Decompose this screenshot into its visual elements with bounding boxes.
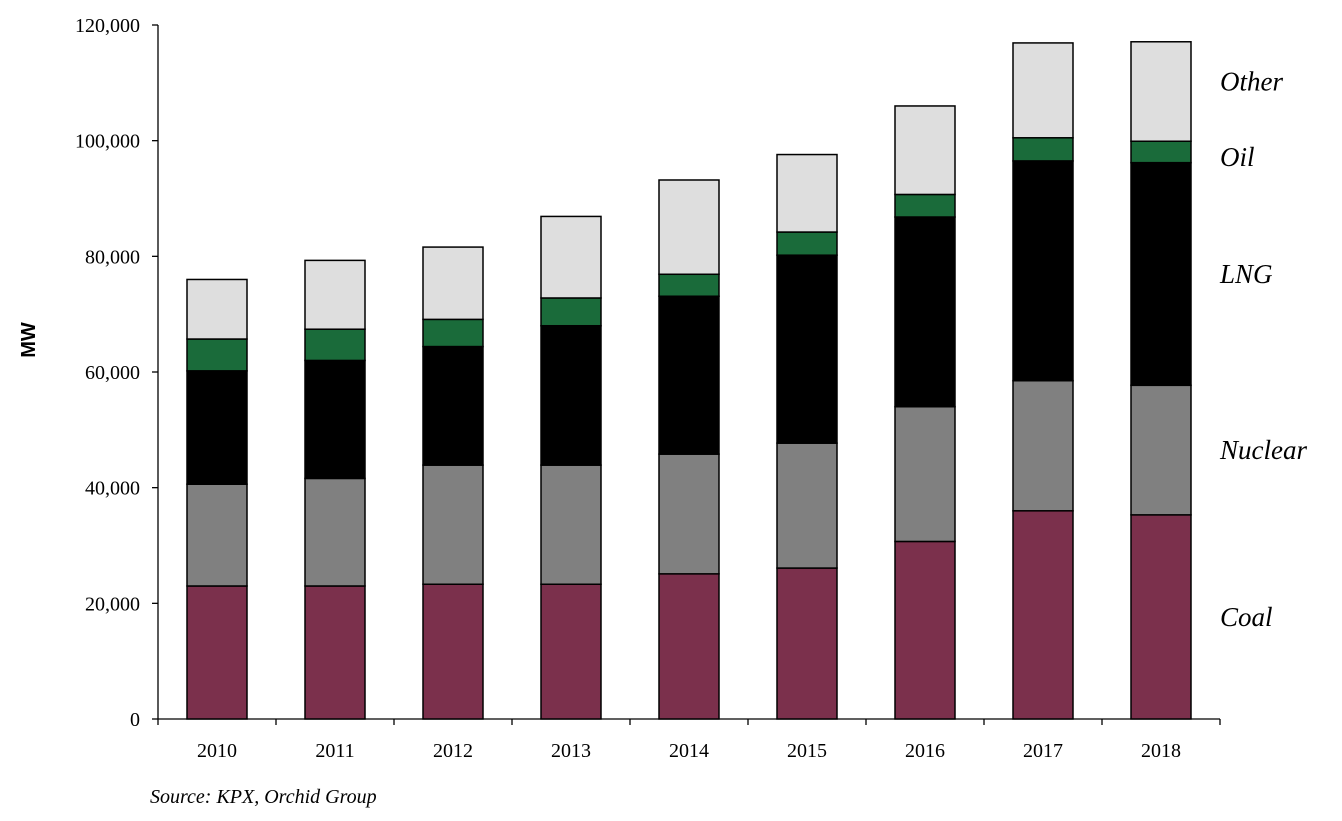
- bar-segment-other: [1130, 41, 1192, 142]
- bar-segment-coal: [304, 585, 366, 720]
- bar-segment-oil: [540, 297, 602, 327]
- bar-segment-nuclear: [186, 483, 248, 587]
- bar-segment-coal: [776, 567, 838, 720]
- bar-segment-other: [776, 153, 838, 233]
- y-tick-label: 0: [130, 709, 140, 731]
- x-tick-label: 2015: [787, 740, 827, 762]
- x-tick-label: 2011: [315, 740, 354, 762]
- bar-segment-coal: [1012, 510, 1074, 720]
- bar-segment-nuclear: [422, 464, 484, 585]
- bar-segment-lng: [540, 324, 602, 466]
- bar-segment-nuclear: [1130, 384, 1192, 516]
- bar-segment-lng: [1012, 160, 1074, 382]
- y-tick-label: 20,000: [85, 593, 140, 615]
- bar-segment-nuclear: [894, 405, 956, 543]
- bar-segment-other: [658, 179, 720, 276]
- y-tick-label: 60,000: [85, 362, 140, 384]
- y-axis: 0 20,000 40,000 60,000 80,000 100,000 120,000: [75, 15, 159, 731]
- bar-segment-oil: [658, 273, 720, 297]
- bar-segment-coal: [186, 585, 248, 720]
- bar-segment-nuclear: [1012, 379, 1074, 512]
- series-labels: Coal Nuclear LNG Oil Other: [1219, 67, 1307, 632]
- bar-segment-lng: [1130, 161, 1192, 387]
- bar-segment-coal: [540, 583, 602, 720]
- bar-segment-coal: [658, 573, 720, 720]
- y-tick-label: 80,000: [85, 246, 140, 268]
- bar-segment-oil: [422, 318, 484, 348]
- y-tick-label: 120,000: [75, 15, 140, 37]
- bar-segment-other: [186, 278, 248, 340]
- y-tick-label: 100,000: [75, 131, 140, 153]
- bars: [186, 41, 1192, 720]
- x-tick-label: 2016: [905, 740, 945, 762]
- bar-segment-oil: [186, 338, 248, 372]
- x-tick-label: 2010: [197, 740, 237, 762]
- series-label-nuclear: Nuclear: [1219, 435, 1307, 465]
- bar-segment-lng: [894, 216, 956, 408]
- bar-segment-other: [1012, 42, 1074, 139]
- bar-segment-other: [540, 215, 602, 299]
- source-note: Source: KPX, Orchid Group: [150, 786, 377, 808]
- x-tick-label: 2012: [433, 740, 473, 762]
- y-tick-label: 40,000: [85, 478, 140, 500]
- bar-segment-nuclear: [540, 464, 602, 585]
- bar-segment-oil: [776, 231, 838, 256]
- series-label-lng: LNG: [1219, 259, 1273, 289]
- series-label-coal: Coal: [1220, 602, 1273, 632]
- x-axis: 2010 2011 2012 2013 2014 2015 2016 2017 2018: [157, 718, 1221, 762]
- bar-segment-coal: [1130, 514, 1192, 720]
- y-axis-label: MW: [18, 322, 40, 358]
- bar-segment-other: [894, 105, 956, 196]
- bar-segment-lng: [304, 359, 366, 480]
- x-tick-label: 2013: [551, 740, 591, 762]
- x-tick-label: 2017: [1023, 740, 1063, 762]
- bar-segment-oil: [1130, 140, 1192, 164]
- bar-segment-oil: [894, 193, 956, 218]
- bar-segment-coal: [894, 540, 956, 720]
- x-tick-label: 2014: [669, 740, 709, 762]
- bar-segment-lng: [776, 254, 838, 444]
- bar-segment-lng: [186, 370, 248, 485]
- bar-segment-lng: [422, 345, 484, 466]
- bar-segment-other: [304, 259, 366, 330]
- bar-segment-other: [422, 246, 484, 321]
- series-label-other: Other: [1220, 67, 1283, 97]
- x-tick-label: 2018: [1141, 740, 1181, 762]
- bar-segment-coal: [422, 583, 484, 720]
- bar-segment-oil: [1012, 137, 1074, 162]
- bar-segment-nuclear: [658, 453, 720, 575]
- series-label-oil: Oil: [1220, 142, 1255, 172]
- bar-segment-oil: [304, 328, 366, 362]
- bar-segment-nuclear: [304, 477, 366, 587]
- bar-segment-lng: [658, 295, 720, 455]
- bar-segment-nuclear: [776, 442, 838, 569]
